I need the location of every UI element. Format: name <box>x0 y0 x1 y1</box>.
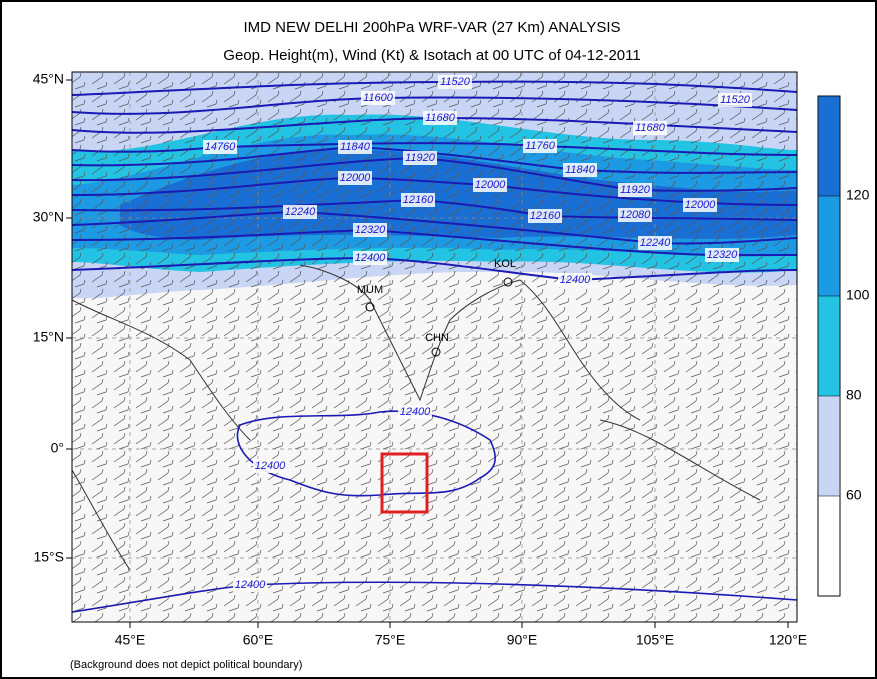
contour-label: 12240 <box>640 237 671 249</box>
contour-label-bg <box>618 183 652 197</box>
contour-label: 11840 <box>565 164 596 176</box>
station-label: CHN <box>425 332 449 344</box>
contour-label: 12000 <box>475 179 506 191</box>
lon-label: 120°E <box>769 632 807 648</box>
lat-label: 30°N <box>33 209 64 225</box>
colorbar-tick-label: 60 <box>846 487 862 503</box>
lat-label: 0° <box>51 440 64 456</box>
contour-label-bg <box>233 578 267 592</box>
station-label: KOL <box>494 258 516 270</box>
contour-label: 12400 <box>255 460 286 472</box>
axes: 45°N 30°N 15°N 0° 15°S 45°E 60°E 75°E 90°E 105°E 1… <box>33 71 807 648</box>
highlight-box <box>380 452 429 514</box>
contour-label: 12400 <box>355 252 386 264</box>
title: IMD NEW DELHI 200hPa WRF-VAR (27 Km) ANA… <box>243 19 620 36</box>
contour-label: 11760 <box>525 140 556 152</box>
contour-label-bg <box>283 205 317 219</box>
contour-label: 11680 <box>425 112 456 124</box>
contour-label: 14760 <box>205 141 236 153</box>
contour-label: 12000 <box>340 172 371 184</box>
lon-label: 105°E <box>636 632 674 648</box>
contour-label-bg <box>338 140 372 154</box>
contour-label: 11920 <box>620 184 651 196</box>
colorbar-tick-label: 100 <box>846 287 870 303</box>
contour-label-bg <box>638 236 672 250</box>
lon-label: 45°E <box>115 632 146 648</box>
contour-label: 11920 <box>405 152 436 164</box>
contour-label-bg <box>353 251 387 265</box>
colorbar: 60 80 100 120 <box>817 95 870 597</box>
colorbar-segment <box>818 296 840 396</box>
contour-label-bg <box>353 223 387 237</box>
contour-label: 12160 <box>403 194 434 206</box>
contour-label: 12080 <box>620 209 651 221</box>
contour-label-bg <box>338 171 372 185</box>
contour-label-bg <box>423 111 457 125</box>
lat-label: 15°N <box>33 329 64 345</box>
colorbar-tick-label: 120 <box>846 187 870 203</box>
contour-label: 12400 <box>560 274 591 286</box>
colorbar-segment <box>818 396 840 496</box>
contour-label-bg <box>361 91 395 105</box>
contour-label: 12160 <box>530 210 561 222</box>
contour-label: 11600 <box>363 92 394 104</box>
contour-label-bg <box>473 178 507 192</box>
colorbar-segment <box>818 196 840 296</box>
contour-label-bg <box>618 208 652 222</box>
contour-label: 12000 <box>685 199 716 211</box>
contour-label-bg <box>398 405 432 419</box>
contour-label-bg <box>683 198 717 212</box>
footnote: (Background does not depict political bo… <box>70 659 302 671</box>
station-marker <box>431 347 441 357</box>
contour-label-bg <box>401 193 435 207</box>
contour-label-bg <box>558 273 592 287</box>
contour-label: 12320 <box>707 249 738 261</box>
station-label: MUM <box>357 284 383 296</box>
contour-label: 12400 <box>400 406 431 418</box>
contour-label-bg <box>633 121 667 135</box>
contour-label: 11680 <box>635 122 666 134</box>
map-frame <box>71 71 798 623</box>
subtitle: Geop. Height(m), Wind (Kt) & Isotach at … <box>223 47 640 64</box>
stations: MUM KOL CHN <box>357 258 516 357</box>
lon-label: 75°E <box>375 632 406 648</box>
coastline <box>72 264 761 571</box>
map-area: 11520 11600 11680 14760 11840 11920 12000 12160… <box>72 72 797 622</box>
colorbar-outline <box>817 95 841 597</box>
contour-labels: 11520 11600 11680 14760 11840 11920 12000 12160… <box>203 75 752 592</box>
lon-label: 90°E <box>507 632 538 648</box>
contour-label-bg <box>253 459 287 473</box>
contour-label: 11840 <box>340 141 371 153</box>
lat-label: 45°N <box>33 71 64 87</box>
contour-label-bg <box>563 163 597 177</box>
colorbar-segment <box>818 96 840 196</box>
contour-label-bg <box>403 151 437 165</box>
contour-label: 11520 <box>720 94 751 106</box>
colorbar-tick-label: 80 <box>846 387 862 403</box>
contour-label-bg <box>718 93 752 107</box>
contour-label: 12240 <box>285 206 316 218</box>
lon-label: 60°E <box>243 632 274 648</box>
lat-label: 15°S <box>33 549 64 565</box>
station-marker <box>365 302 375 312</box>
contour-label-bg <box>438 75 472 89</box>
contour-label-bg <box>528 209 562 223</box>
contour-label-bg <box>203 140 237 154</box>
contour-label-bg <box>705 248 739 262</box>
station-marker <box>503 277 513 287</box>
contour-label: 12320 <box>355 224 386 236</box>
contour-label-bg <box>523 139 557 153</box>
contour-label: 12400 <box>235 579 266 591</box>
contour-label: 11520 <box>440 76 471 88</box>
